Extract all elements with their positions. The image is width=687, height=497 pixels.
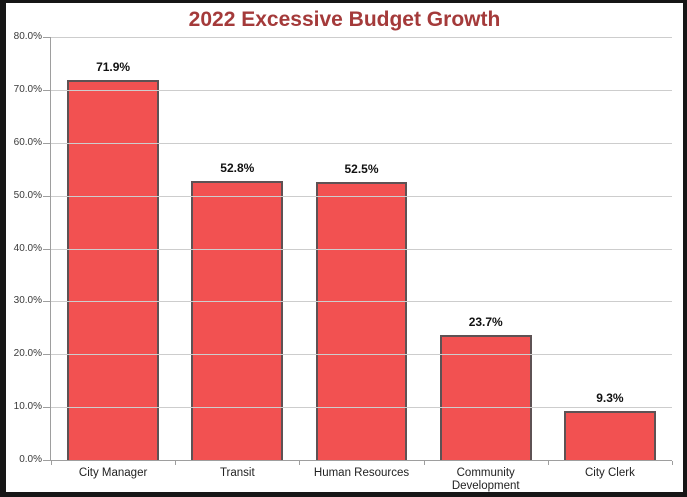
y-axis-label: 10.0% [13, 401, 42, 413]
bar-cell: 52.8% [175, 37, 299, 460]
x-axis-label: City Manager [78, 467, 148, 479]
chart-title: 2022 Excessive Budget Growth [188, 8, 501, 31]
gridline [51, 195, 672, 197]
bar-transit [191, 180, 284, 460]
y-axis-tick [43, 301, 50, 303]
y-axis-tick [43, 142, 50, 144]
bar-cell: 52.5% [299, 37, 423, 460]
y-axis-label: 30.0% [13, 295, 42, 307]
x-axis-label: Transit [219, 467, 255, 479]
gridline [51, 89, 672, 91]
gridline [51, 407, 672, 409]
y-axis-tick [43, 460, 50, 461]
bar-value-label: 52.8% [220, 160, 255, 175]
x-axis-label: Community Development [451, 467, 520, 492]
y-axis-label: 20.0% [13, 348, 42, 360]
bar-city-clerk [563, 410, 656, 460]
gridline [51, 301, 672, 303]
bar-cell: 23.7% [424, 37, 548, 460]
y-axis-tick [43, 37, 50, 38]
gridline [51, 354, 672, 356]
y-axis-tick [43, 195, 50, 197]
x-axis-tick [299, 461, 301, 465]
bar-human-resources [315, 182, 408, 460]
y-axis-tick [43, 248, 50, 250]
y-axis-label: 40.0% [13, 242, 42, 254]
y-axis-tick [43, 407, 50, 409]
bar-city-manager [67, 79, 160, 460]
x-axis-label: Human Resources [313, 467, 410, 479]
y-axis-label: 80.0% [13, 31, 42, 42]
bars-row: 71.9% 52.8% 52.5% 23.7% 9.3% [51, 37, 672, 460]
x-axis-label: City Clerk [584, 467, 635, 479]
gridline [51, 37, 672, 38]
x-axis-tick [175, 461, 177, 465]
bar-community-development [439, 334, 532, 460]
x-axis-tick [547, 461, 549, 465]
x-axis [50, 460, 672, 461]
y-axis-label: 60.0% [13, 136, 42, 148]
y-axis-labels: 80.0% 70.0% 60.0% 50.0% 40.0% 30.0% 20.0% 10.0%… [6, 32, 42, 465]
x-axis-tick [672, 461, 673, 465]
gridline [51, 248, 672, 250]
y-axis-label: 0.0% [19, 454, 42, 465]
x-axis-tick [51, 461, 52, 465]
plot-area: 71.9% 52.8% 52.5% 23.7% 9.3% [43, 37, 673, 465]
y-axis-tick [43, 89, 50, 91]
y-axis-label: 50.0% [13, 189, 42, 201]
bar-value-label: 23.7% [468, 314, 503, 329]
gridline [51, 142, 672, 144]
bar-value-label: 9.3% [596, 390, 624, 405]
y-axis-tick [43, 354, 50, 356]
bar-cell: 9.3% [548, 37, 672, 460]
bar-value-label: 52.5% [344, 162, 379, 177]
bar-value-label: 71.9% [96, 59, 131, 74]
x-axis-tick [423, 461, 425, 465]
y-axis [50, 37, 51, 461]
x-axis-labels: City Manager Transit Human Resources Commun… [51, 467, 672, 492]
y-axis-label: 70.0% [13, 83, 42, 95]
